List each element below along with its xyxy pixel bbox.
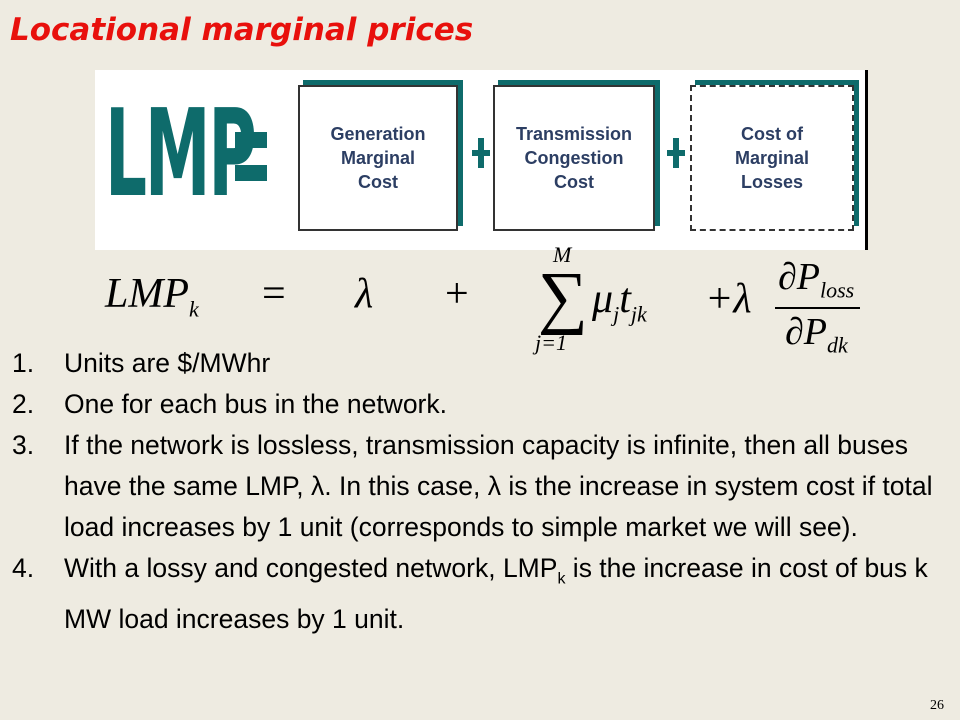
item-text: With a lossy and congested network, LMPk… <box>64 548 952 640</box>
text: If the network is lossless, transmission… <box>64 430 933 542</box>
sum-term: μjtjk <box>592 276 647 327</box>
box-line: Cost of <box>741 124 803 144</box>
item-number: 4. <box>12 553 35 583</box>
item-number: 2. <box>12 389 35 419</box>
box-line: Losses <box>740 172 804 192</box>
list-item: 4. With a lossy and congested network, LM… <box>12 548 952 640</box>
sum: ∑ <box>538 259 588 336</box>
subscript: k <box>557 570 566 588</box>
list-item: 1. Units are $/MWhr <box>12 343 952 384</box>
item-text: One for each bus in the network. <box>64 384 447 425</box>
plus-sign <box>673 138 679 168</box>
box-line: Congestion <box>524 148 624 168</box>
title: Locational marginal prices <box>10 12 474 48</box>
fraction-line <box>775 307 860 309</box>
item-text: Units are $/MWhr <box>64 343 270 384</box>
lmp-label: LMP <box>105 85 257 224</box>
lmp-diagram: LMP Generation Marginal Cost Transmission C… <box>95 70 868 250</box>
equals-bar <box>235 165 267 181</box>
list: 1. Units are $/MWhr 2. One for each bus in … <box>12 343 952 640</box>
plus-lambda: +λ <box>705 276 752 322</box>
page-number: 26 <box>930 698 944 713</box>
box: Cost of Marginal Losses <box>690 85 854 231</box>
box-line: Generation <box>330 124 426 144</box>
item-text: If the network is lossless, transmission… <box>64 425 952 548</box>
equals: = <box>262 271 286 317</box>
box-line: Marginal <box>340 148 415 168</box>
box-line: Cost <box>358 172 398 192</box>
box-line: Transmission <box>515 124 633 144</box>
text: One for each bus in the network. <box>64 389 447 419</box>
denominator: ∂Pdk <box>785 311 848 358</box>
item-number: 1. <box>12 348 35 378</box>
equation-lhs: LMPk <box>105 271 199 322</box>
sum-lower: j=1 <box>535 330 567 355</box>
item-number: 3. <box>12 430 35 460</box>
text: is the increase in cost of bus k MW load… <box>64 553 928 635</box>
box: Generation Marginal Cost <box>298 85 458 231</box>
plus-sign <box>478 138 484 168</box>
box: Transmission Congestion Cost <box>493 85 655 231</box>
box-line: Marginal <box>734 148 809 168</box>
text: Units are $/MWhr <box>64 348 271 378</box>
box-line: Cost <box>554 172 594 192</box>
sum-upper: M <box>553 242 572 267</box>
list-item: 3. If the network is lossless, transmissi… <box>12 425 952 548</box>
plus: + <box>445 271 469 317</box>
list-item: 2. One for each bus in the network. <box>12 384 952 425</box>
text: With a lossy and congested network, LMP <box>64 553 558 583</box>
equals-bar <box>235 132 267 148</box>
lambda: λ <box>355 271 374 317</box>
numerator: ∂Ploss <box>778 256 855 303</box>
